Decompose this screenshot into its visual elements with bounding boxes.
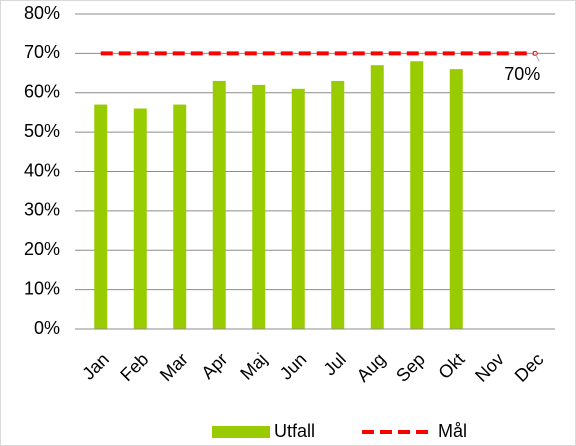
bar	[410, 61, 424, 329]
y-tick-label: 0%	[34, 318, 60, 338]
bar	[331, 80, 345, 329]
y-tick-label: 30%	[24, 200, 60, 220]
legend-label: Utfall	[274, 421, 315, 441]
y-tick-label: 40%	[24, 160, 60, 180]
bar	[449, 69, 463, 329]
bar	[291, 88, 305, 329]
bar	[94, 104, 108, 329]
legend-swatch	[212, 426, 270, 438]
y-tick-label: 80%	[24, 3, 60, 23]
y-tick-label: 50%	[24, 121, 60, 141]
data-label: 70%	[504, 64, 540, 84]
y-tick-label: 10%	[24, 278, 60, 298]
y-tick-label: 20%	[24, 239, 60, 259]
legend-label: Mål	[438, 421, 467, 441]
label-leader	[534, 53, 540, 62]
bar	[173, 104, 187, 329]
y-tick-label: 70%	[24, 42, 60, 62]
bar	[133, 108, 147, 329]
bar	[212, 80, 226, 329]
bar	[252, 84, 266, 329]
y-tick-label: 60%	[24, 82, 60, 102]
bar	[370, 65, 384, 329]
